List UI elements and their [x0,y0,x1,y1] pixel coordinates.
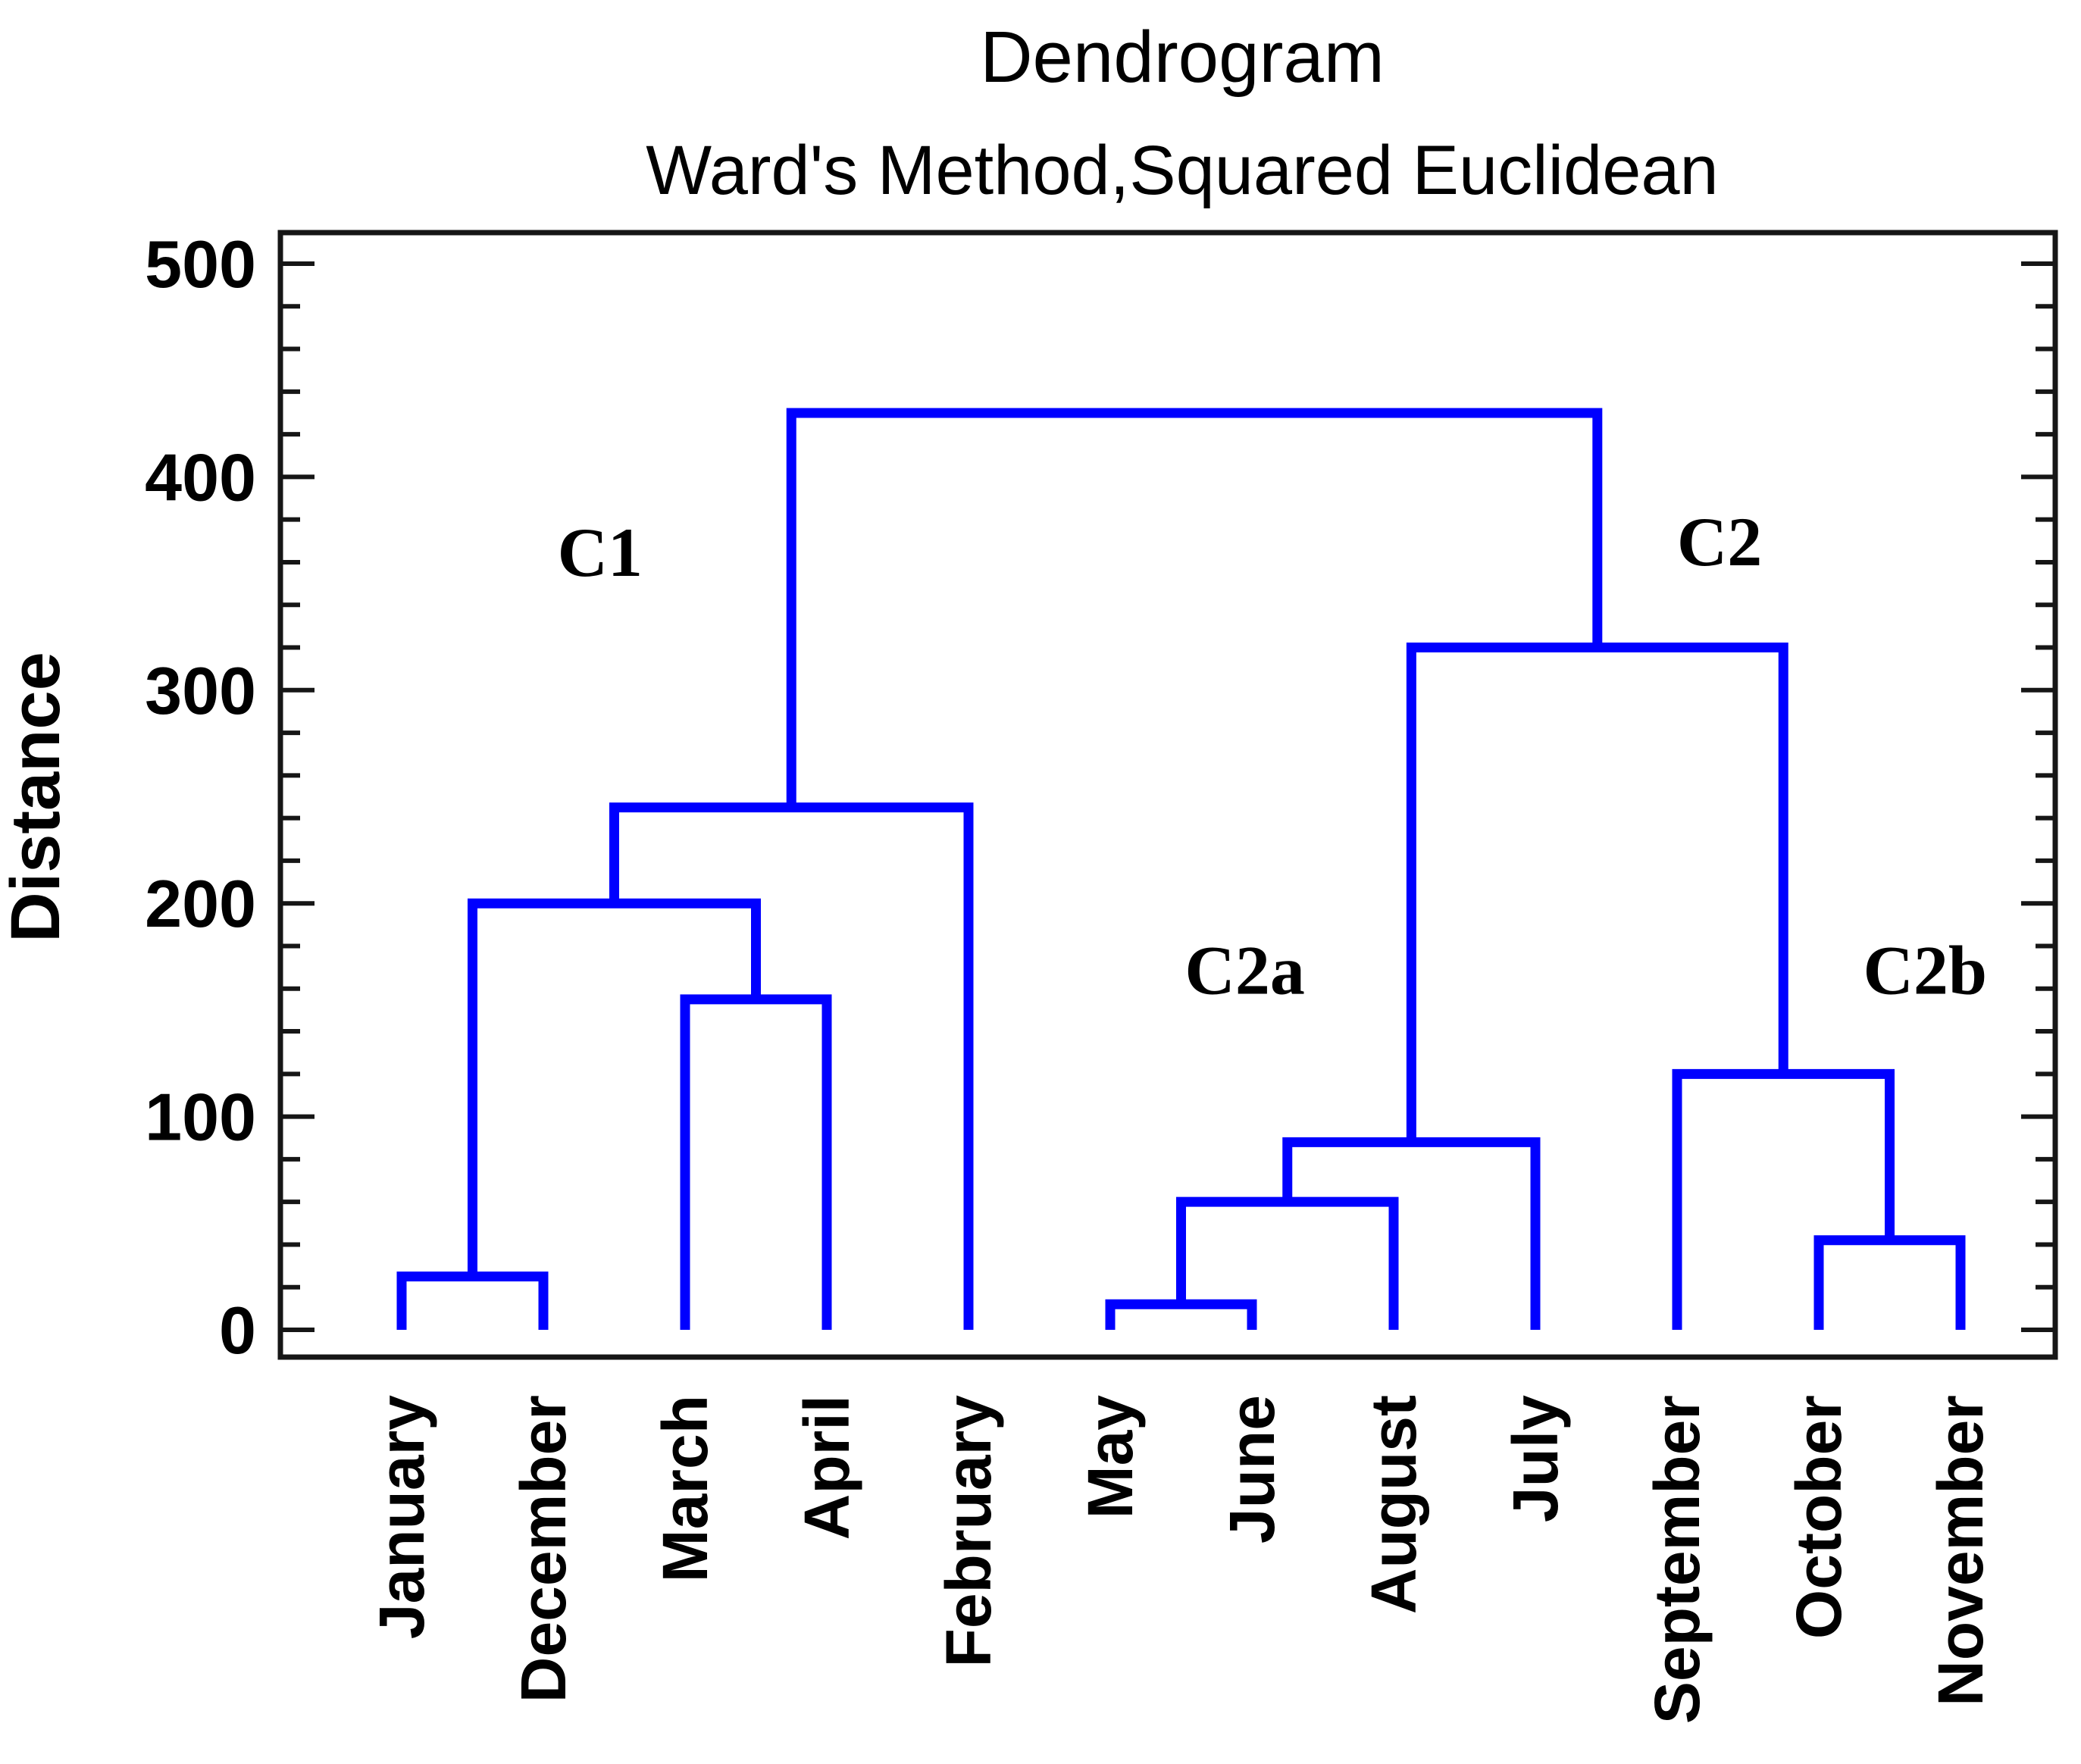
merge-link-m10 [786,408,1603,808]
plot-frame-layer [277,230,2058,1360]
merge-link-m6 [1282,1137,1541,1330]
y-tick-label-500: 500 [145,227,256,302]
leaf-label-september: September [1641,1395,1713,1724]
dendrogram-tree-layer [396,408,1966,1330]
merge-link-m9 [1406,643,1788,1143]
cluster-label-c1: C1 [558,514,643,591]
y-tick-label-300: 300 [145,653,256,728]
merge-link-m1 [680,994,832,1330]
axis-labels-layer: 0 100 200 300 400 500 January December March Apri… [145,227,1996,1724]
axis-ticks-layer [280,261,2055,1332]
leaf-label-october: October [1783,1395,1854,1639]
leaf-label-june: June [1216,1395,1288,1544]
merge-link-m3 [609,802,974,1330]
leaf-label-august: August [1358,1395,1429,1614]
merge-link-m4 [1105,1299,1257,1330]
merge-link-m7 [1813,1235,1966,1330]
leaf-label-april: April [791,1395,862,1540]
y-axis-title: Distance [0,652,74,943]
plot-frame [277,230,2058,1360]
leaf-label-february: February [933,1395,1004,1668]
leaf-label-december: December [508,1395,579,1703]
merge-link-m5 [1176,1196,1399,1330]
cluster-label-c2: C2 [1677,503,1762,580]
y-tick-label-0: 0 [219,1293,256,1368]
y-tick-label-200: 200 [145,866,256,941]
cluster-label-c2b: C2b [1863,931,1987,1009]
merge-link-m0 [396,1271,549,1330]
cluster-label-c2a: C2a [1184,931,1304,1009]
chart-title: Dendrogram [980,17,1385,98]
leaf-label-november: November [1925,1395,1996,1706]
chart-subtitle: Ward's Method,Squared Euclidean [646,132,1718,209]
leaf-label-january: January [366,1395,437,1639]
merge-link-m8 [1672,1068,1895,1330]
leaf-label-may: May [1075,1395,1146,1519]
merge-link-m2 [468,898,761,1277]
leaf-label-july: July [1500,1395,1571,1522]
y-tick-label-400: 400 [145,439,256,514]
leaf-label-march: March [649,1395,721,1582]
y-tick-label-100: 100 [145,1080,256,1155]
